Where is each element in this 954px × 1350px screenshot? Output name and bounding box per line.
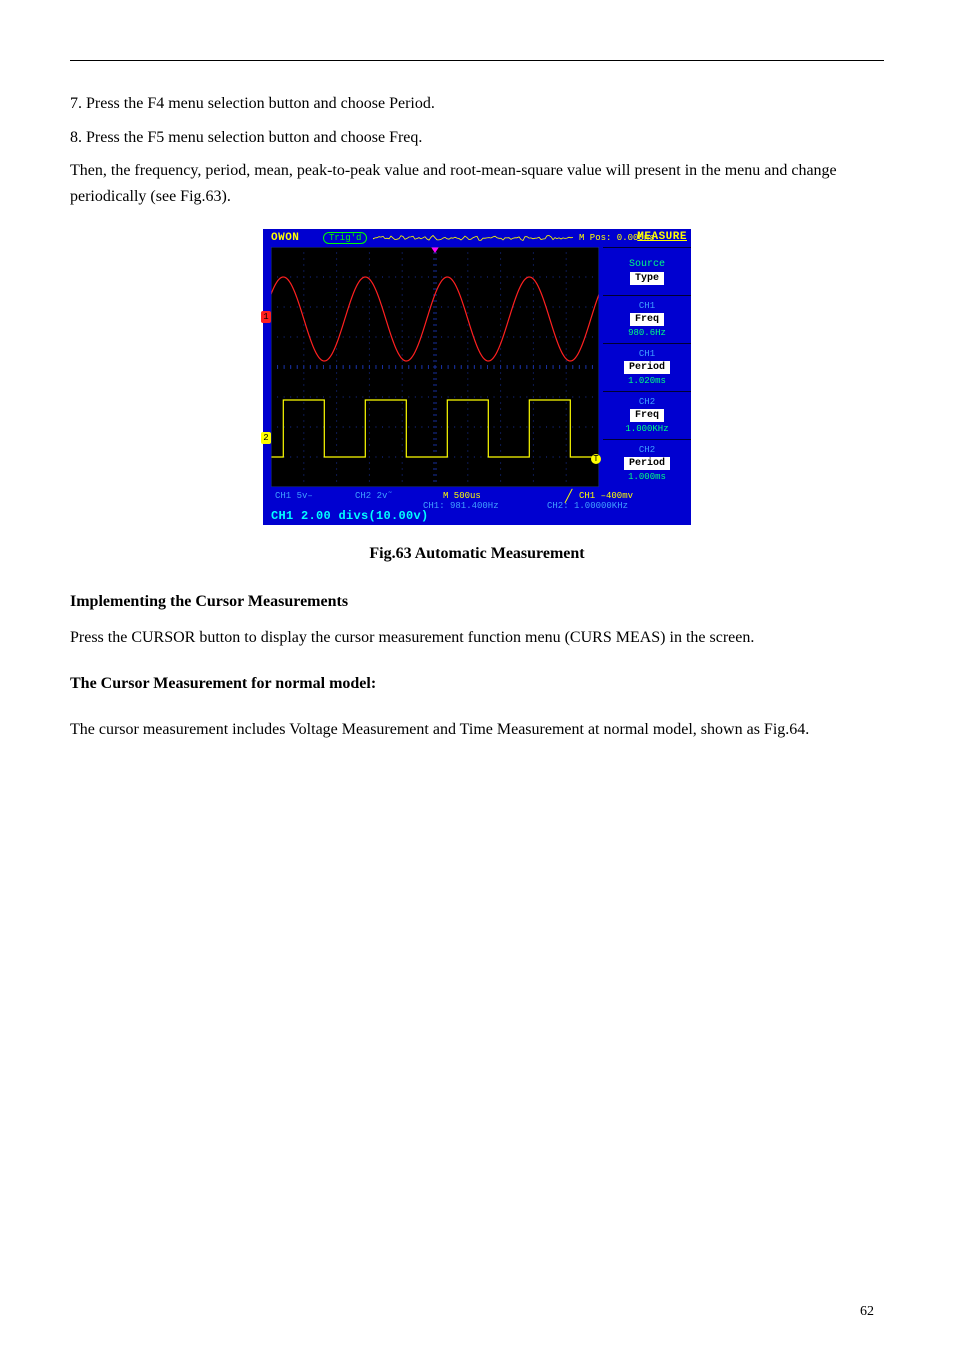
sidebar-ch2-period: CH2 Period 1.000ms	[603, 439, 691, 487]
measure-sidebar: Source Type CH1 Freq 980.6Hz CH1 Period …	[603, 247, 691, 487]
info-trigger: CH1 –400mv	[579, 491, 633, 501]
sidebar-source-label: Source	[629, 259, 665, 270]
info-ch1-scale: CH1 5v–	[275, 491, 313, 501]
sidebar-ch1-period: CH1 Period 1.020ms	[603, 343, 691, 391]
page-number: 62	[860, 1304, 874, 1320]
sidebar-ch1-freq: CH1 Freq 980.6Hz	[603, 295, 691, 343]
ch1-marker-icon: 1	[261, 311, 271, 323]
ch2-marker-icon: 2	[261, 432, 271, 444]
info-divs-large: CH1 2.00 divs(10.00v)	[271, 509, 429, 523]
step-8: 8. Press the F5 menu selection button an…	[70, 125, 884, 151]
brand-label: OWON	[271, 232, 299, 244]
info-timebase: M 500us	[443, 491, 481, 501]
cursor-intro-para: Press the CURSOR button to display the c…	[70, 625, 884, 651]
cursor-section-title: Implementing the Cursor Measurements	[70, 593, 884, 611]
figure-caption: Fig.63 Automatic Measurement	[70, 545, 884, 563]
conclusion-para: Then, the frequency, period, mean, peak-…	[70, 158, 884, 209]
sidebar-source-type: Source Type	[603, 247, 691, 295]
cursor-sub-title: The Cursor Measurement for normal model:	[70, 671, 884, 697]
trigger-level-marker-icon: T	[591, 454, 601, 464]
info-ch1-freq: CH1: 981.400Hz	[423, 501, 499, 511]
waveform-plot	[271, 247, 599, 487]
sidebar-type-tag: Type	[630, 272, 664, 285]
trigger-status: Trig'd	[323, 232, 367, 244]
top-noise-strip	[373, 233, 573, 243]
oscilloscope-screenshot: OWON Trig'd M Pos: 0.000ns MEASURE 1 2 T…	[263, 229, 691, 525]
measure-title: MEASURE	[637, 231, 687, 243]
info-ch2-freq: CH2: 1.00000KHz	[547, 501, 628, 511]
scope-bottom-info: CH1 5v– CH2 2v˜ M 500us ╱ CH1 –400mv CH1…	[263, 487, 691, 525]
info-ch2-scale: CH2 2v˜	[355, 491, 393, 501]
sidebar-ch2-freq: CH2 Freq 1.000KHz	[603, 391, 691, 439]
cursor-para: The cursor measurement includes Voltage …	[70, 717, 884, 743]
step-7: 7. Press the F4 menu selection button an…	[70, 91, 884, 117]
